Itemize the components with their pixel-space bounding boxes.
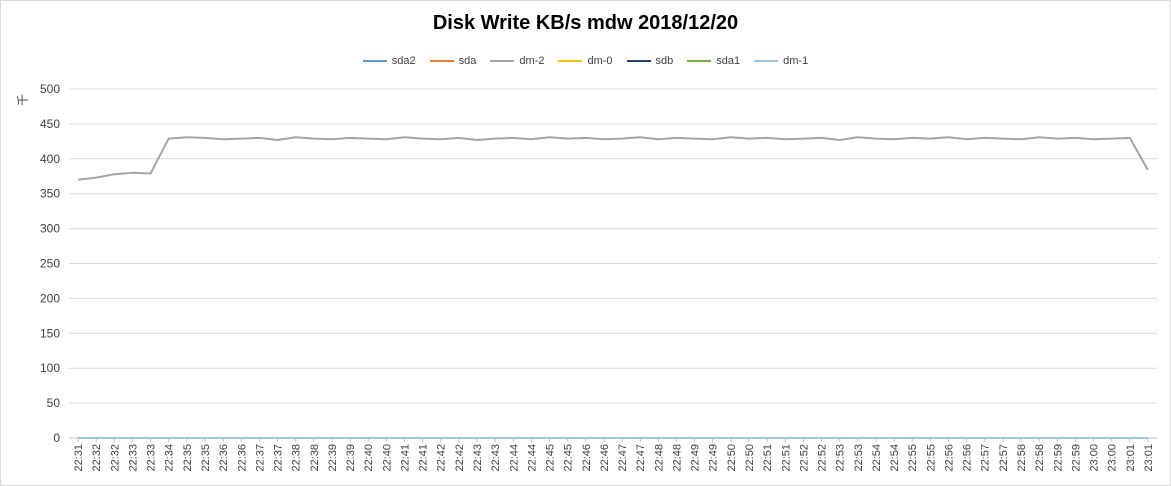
x-tick-label: 22:52 xyxy=(817,444,829,472)
x-tick-label: 22:36 xyxy=(218,444,230,472)
x-tick-label: 22:50 xyxy=(744,444,756,472)
x-tick-label: 22:58 xyxy=(1034,444,1046,472)
x-tick-label: 22:57 xyxy=(998,444,1010,472)
x-tick-label: 22:51 xyxy=(780,444,792,472)
y-tick-label: 100 xyxy=(40,361,60,375)
x-tick-label: 22:38 xyxy=(309,444,321,472)
x-tick-label: 22:39 xyxy=(327,444,339,472)
legend-item-sda2: sda2 xyxy=(362,55,416,67)
y-tick-label: 500 xyxy=(40,82,60,96)
legend-label: dm-0 xyxy=(587,55,613,67)
x-tick-label: 22:55 xyxy=(907,444,919,472)
legend-label: sda xyxy=(458,55,477,67)
x-tick-label: 22:40 xyxy=(381,444,393,472)
x-tick-label: 22:51 xyxy=(762,444,774,472)
x-tick-label: 22:45 xyxy=(563,444,575,472)
x-tick-label: 22:44 xyxy=(508,444,520,472)
legend-label: sda2 xyxy=(391,55,416,67)
legend-label: sdb xyxy=(655,55,674,67)
x-tick-label: 22:46 xyxy=(599,444,611,472)
x-tick-label: 22:48 xyxy=(671,444,683,472)
x-tick-label: 22:43 xyxy=(490,444,502,472)
x-tick-label: 22:45 xyxy=(545,444,557,472)
x-tick-label: 22:31 xyxy=(73,444,85,472)
x-tick-label: 22:41 xyxy=(399,444,411,472)
y-tick-label: 200 xyxy=(40,291,60,305)
x-tick-label: 23:00 xyxy=(1089,444,1101,472)
y-axis-unit: 千 xyxy=(16,94,30,106)
legend-swatch xyxy=(754,60,779,62)
x-tick-label: 22:39 xyxy=(345,444,357,472)
y-tick-label: 300 xyxy=(40,222,60,236)
x-tick-label: 22:37 xyxy=(273,444,285,472)
x-tick-label: 23:00 xyxy=(1107,444,1119,472)
legend-swatch xyxy=(626,60,651,62)
x-tick-label: 23:01 xyxy=(1125,444,1137,472)
legend-swatch xyxy=(687,60,712,62)
x-tick-label: 22:59 xyxy=(1052,444,1064,472)
x-tick-label: 22:54 xyxy=(871,444,883,472)
legend-swatch xyxy=(429,60,454,62)
x-tick-label: 22:53 xyxy=(835,444,847,472)
x-tick-label: 22:32 xyxy=(109,444,121,472)
legend-swatch xyxy=(362,60,387,62)
series-line-dm-2 xyxy=(77,136,1149,181)
y-tick-label: 50 xyxy=(47,396,61,410)
x-tick-label: 23:01 xyxy=(1143,444,1155,472)
x-tick-label: 22:52 xyxy=(798,444,810,472)
x-tick-label: 22:42 xyxy=(454,444,466,472)
x-tick-label: 22:42 xyxy=(436,444,448,472)
x-tick-label: 22:54 xyxy=(889,444,901,472)
legend-item-dm-1: dm-1 xyxy=(754,55,808,67)
chart-title: Disk Write KB/s mdw 2018/12/20 xyxy=(432,12,739,34)
x-tick-label: 22:35 xyxy=(200,444,212,472)
x-tick-label: 22:48 xyxy=(653,444,665,472)
chart-legend: sda2 sda dm-2 dm-0 sdb sda1 dm-1 xyxy=(0,55,1171,67)
x-tick-label: 22:40 xyxy=(363,444,375,472)
x-tick-label: 22:46 xyxy=(581,444,593,472)
x-tick-label: 22:36 xyxy=(236,444,248,472)
x-tick-label: 22:56 xyxy=(962,444,974,472)
y-tick-label: 400 xyxy=(40,152,60,166)
x-tick-label: 22:35 xyxy=(182,444,194,472)
x-tick-label: 22:49 xyxy=(708,444,720,472)
legend-item-dm-0: dm-0 xyxy=(558,55,613,67)
x-tick-label: 22:43 xyxy=(472,444,484,472)
legend-label: sda1 xyxy=(716,55,741,67)
legend-swatch xyxy=(558,60,583,62)
x-tick-label: 22:59 xyxy=(1070,444,1082,472)
y-tick-label: 350 xyxy=(40,187,60,201)
y-tick-label: 0 xyxy=(53,431,60,445)
legend-item-sdb: sdb xyxy=(626,55,674,67)
x-tick-label: 22:32 xyxy=(91,444,103,472)
x-tick-label: 22:50 xyxy=(726,444,738,472)
x-tick-label: 22:47 xyxy=(617,444,629,472)
x-tick-label: 22:44 xyxy=(526,444,538,472)
x-tick-label: 22:41 xyxy=(418,444,430,472)
x-tick-label: 22:58 xyxy=(1016,444,1028,472)
x-tick-label: 22:38 xyxy=(291,444,303,472)
legend-swatch xyxy=(490,60,515,62)
x-tick-label: 22:37 xyxy=(254,444,266,472)
legend-item-sda1: sda1 xyxy=(687,55,740,67)
legend-label: dm-2 xyxy=(519,55,545,67)
x-tick-label: 22:34 xyxy=(164,444,176,472)
y-tick-label: 150 xyxy=(40,326,60,340)
x-tick-label: 22:33 xyxy=(127,444,139,472)
x-tick-label: 22:55 xyxy=(925,444,937,472)
x-tick-label: 22:49 xyxy=(690,444,702,472)
x-tick-label: 22:33 xyxy=(146,444,158,472)
y-tick-label: 450 xyxy=(40,117,60,131)
x-tick-label: 22:53 xyxy=(853,444,865,472)
x-tick-label: 22:56 xyxy=(943,444,955,472)
x-tick-label: 22:47 xyxy=(635,444,647,472)
y-tick-label: 250 xyxy=(40,257,60,271)
x-tick-label: 22:57 xyxy=(980,444,992,472)
legend-item-dm-2: dm-2 xyxy=(490,55,544,67)
legend-item-sda: sda xyxy=(429,55,477,67)
legend-label: dm-1 xyxy=(783,55,809,67)
